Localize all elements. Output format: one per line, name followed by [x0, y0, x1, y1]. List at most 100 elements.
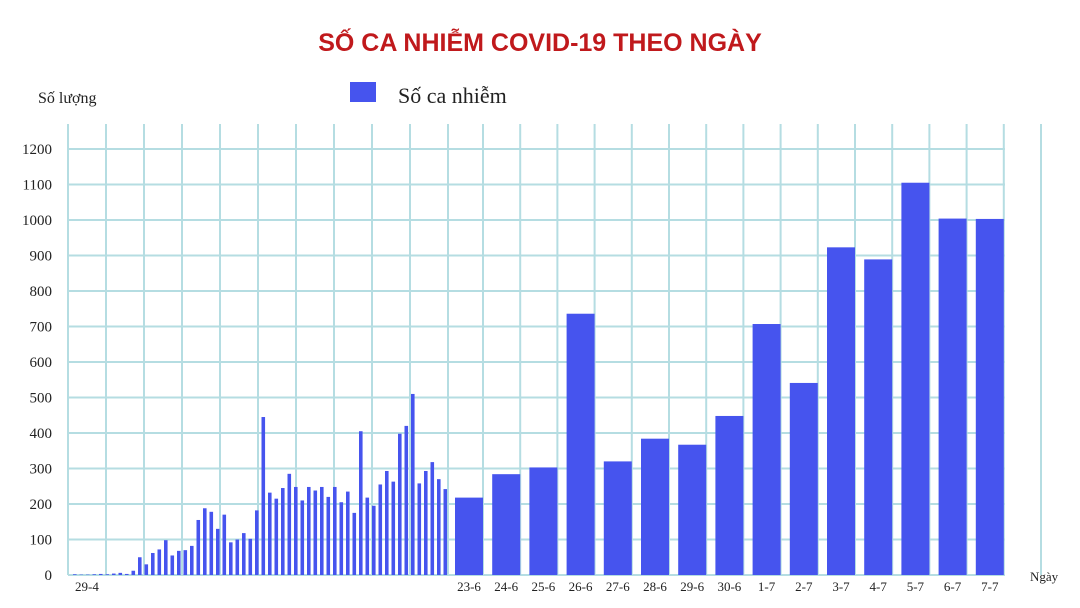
- legend-swatch: [350, 82, 376, 102]
- bar-early: [320, 486, 324, 575]
- bar-early: [99, 573, 103, 575]
- bar-early: [157, 549, 162, 575]
- bar-early: [151, 552, 155, 575]
- y-tick-label: 200: [30, 497, 53, 513]
- bar-early: [281, 488, 285, 575]
- bar-5-7: [901, 182, 930, 575]
- bar-early: [287, 473, 292, 575]
- ticks: 0 100 200 300 400 500 600 700 800 900 1000 1100 1200…: [22, 142, 999, 594]
- bar-early: [144, 564, 149, 575]
- x-tick-label: 30-6: [717, 579, 741, 594]
- legend-label: Số ca nhiễm: [398, 83, 507, 108]
- y-axis-label: Số lượng: [38, 90, 96, 107]
- bar-3-7: [827, 247, 855, 575]
- bar-2-7: [789, 382, 818, 575]
- x-tick-label: 23-6: [457, 579, 481, 594]
- x-tick-label: 5-7: [907, 579, 925, 594]
- bar-early: [385, 470, 389, 575]
- x-tick-label: 4-7: [870, 579, 888, 594]
- bar-early: [417, 483, 422, 575]
- bar-early: [398, 433, 402, 575]
- bar-early: [300, 500, 305, 575]
- bar-early: [443, 489, 448, 575]
- bar-24-6: [492, 474, 521, 575]
- bar-early: [125, 573, 129, 575]
- bar-early: [190, 545, 194, 575]
- bar-early: [404, 425, 409, 575]
- bar-early: [170, 555, 175, 575]
- bar-early: [242, 533, 246, 575]
- y-tick-label: 900: [30, 249, 53, 265]
- bar-28-6: [641, 438, 669, 575]
- bars: [73, 182, 1004, 575]
- bar-early: [196, 519, 201, 575]
- x-tick-label: 29-6: [680, 579, 704, 594]
- bar-early: [372, 505, 376, 575]
- bar-early: [118, 572, 123, 575]
- bar-early: [437, 479, 441, 575]
- bar-early: [235, 539, 240, 575]
- y-tick-label: 400: [30, 426, 53, 442]
- bar-29-6: [678, 444, 707, 575]
- bar-early: [365, 497, 370, 575]
- y-tick-label: 500: [30, 391, 53, 407]
- bar-30-6: [715, 415, 744, 575]
- bar-early: [326, 496, 331, 575]
- x-tick-label: 2-7: [795, 579, 813, 594]
- bar-early: [164, 540, 168, 575]
- x-tick-label: 28-6: [643, 579, 667, 594]
- bar-early: [378, 484, 383, 575]
- bar-early: [411, 393, 415, 575]
- bar-early: [307, 486, 311, 575]
- y-tick-label: 1000: [22, 213, 52, 229]
- bar-early: [177, 550, 181, 575]
- y-tick-label: 1200: [22, 142, 52, 158]
- bar-early: [73, 574, 77, 575]
- bar-26-6: [566, 313, 595, 575]
- x-tick-label: 25-6: [531, 579, 555, 594]
- bar-early: [359, 431, 363, 575]
- bar-6-7: [938, 218, 967, 575]
- x-tick-label: 3-7: [832, 579, 850, 594]
- bar-7-7: [975, 218, 1004, 575]
- bar-early: [138, 557, 142, 575]
- bar-early: [203, 508, 207, 575]
- bar-early: [346, 491, 350, 575]
- bar-early: [294, 486, 298, 575]
- y-tick-label: 300: [30, 462, 53, 478]
- bar-early: [339, 502, 344, 575]
- x-tick-label: 24-6: [494, 579, 518, 594]
- y-tick-label: 600: [30, 355, 53, 371]
- bar-early: [261, 417, 266, 575]
- bar-4-7: [864, 259, 893, 575]
- bar-early: [112, 573, 116, 575]
- bar-early: [248, 538, 253, 575]
- bar-early: [92, 574, 97, 575]
- bar-early: [268, 492, 272, 575]
- bar-early: [216, 528, 220, 575]
- bar-1-7: [752, 324, 781, 575]
- bar-25-6: [529, 467, 558, 575]
- y-tick-label: 100: [30, 533, 53, 549]
- bar-early: [274, 498, 279, 575]
- bar-early: [255, 510, 259, 575]
- bar-early: [424, 470, 428, 575]
- bar-early: [313, 490, 318, 575]
- bar-early: [352, 512, 357, 575]
- x-tick-label-first: 29-4: [75, 579, 99, 594]
- x-tick-label: 7-7: [981, 579, 999, 594]
- bar-early: [430, 462, 435, 575]
- bar-early: [229, 542, 233, 575]
- y-tick-label: 700: [30, 320, 53, 336]
- bar-early: [222, 514, 227, 575]
- chart-title: SỐ CA NHIỄM COVID-19 THEO NGÀY: [318, 27, 762, 57]
- x-tick-label: 26-6: [569, 579, 593, 594]
- y-tick-label: 0: [45, 568, 53, 584]
- bar-early: [131, 570, 136, 575]
- bar-early: [333, 486, 337, 575]
- bar-early: [105, 574, 110, 575]
- y-tick-label: 800: [30, 284, 53, 300]
- bar-23-6: [455, 497, 483, 575]
